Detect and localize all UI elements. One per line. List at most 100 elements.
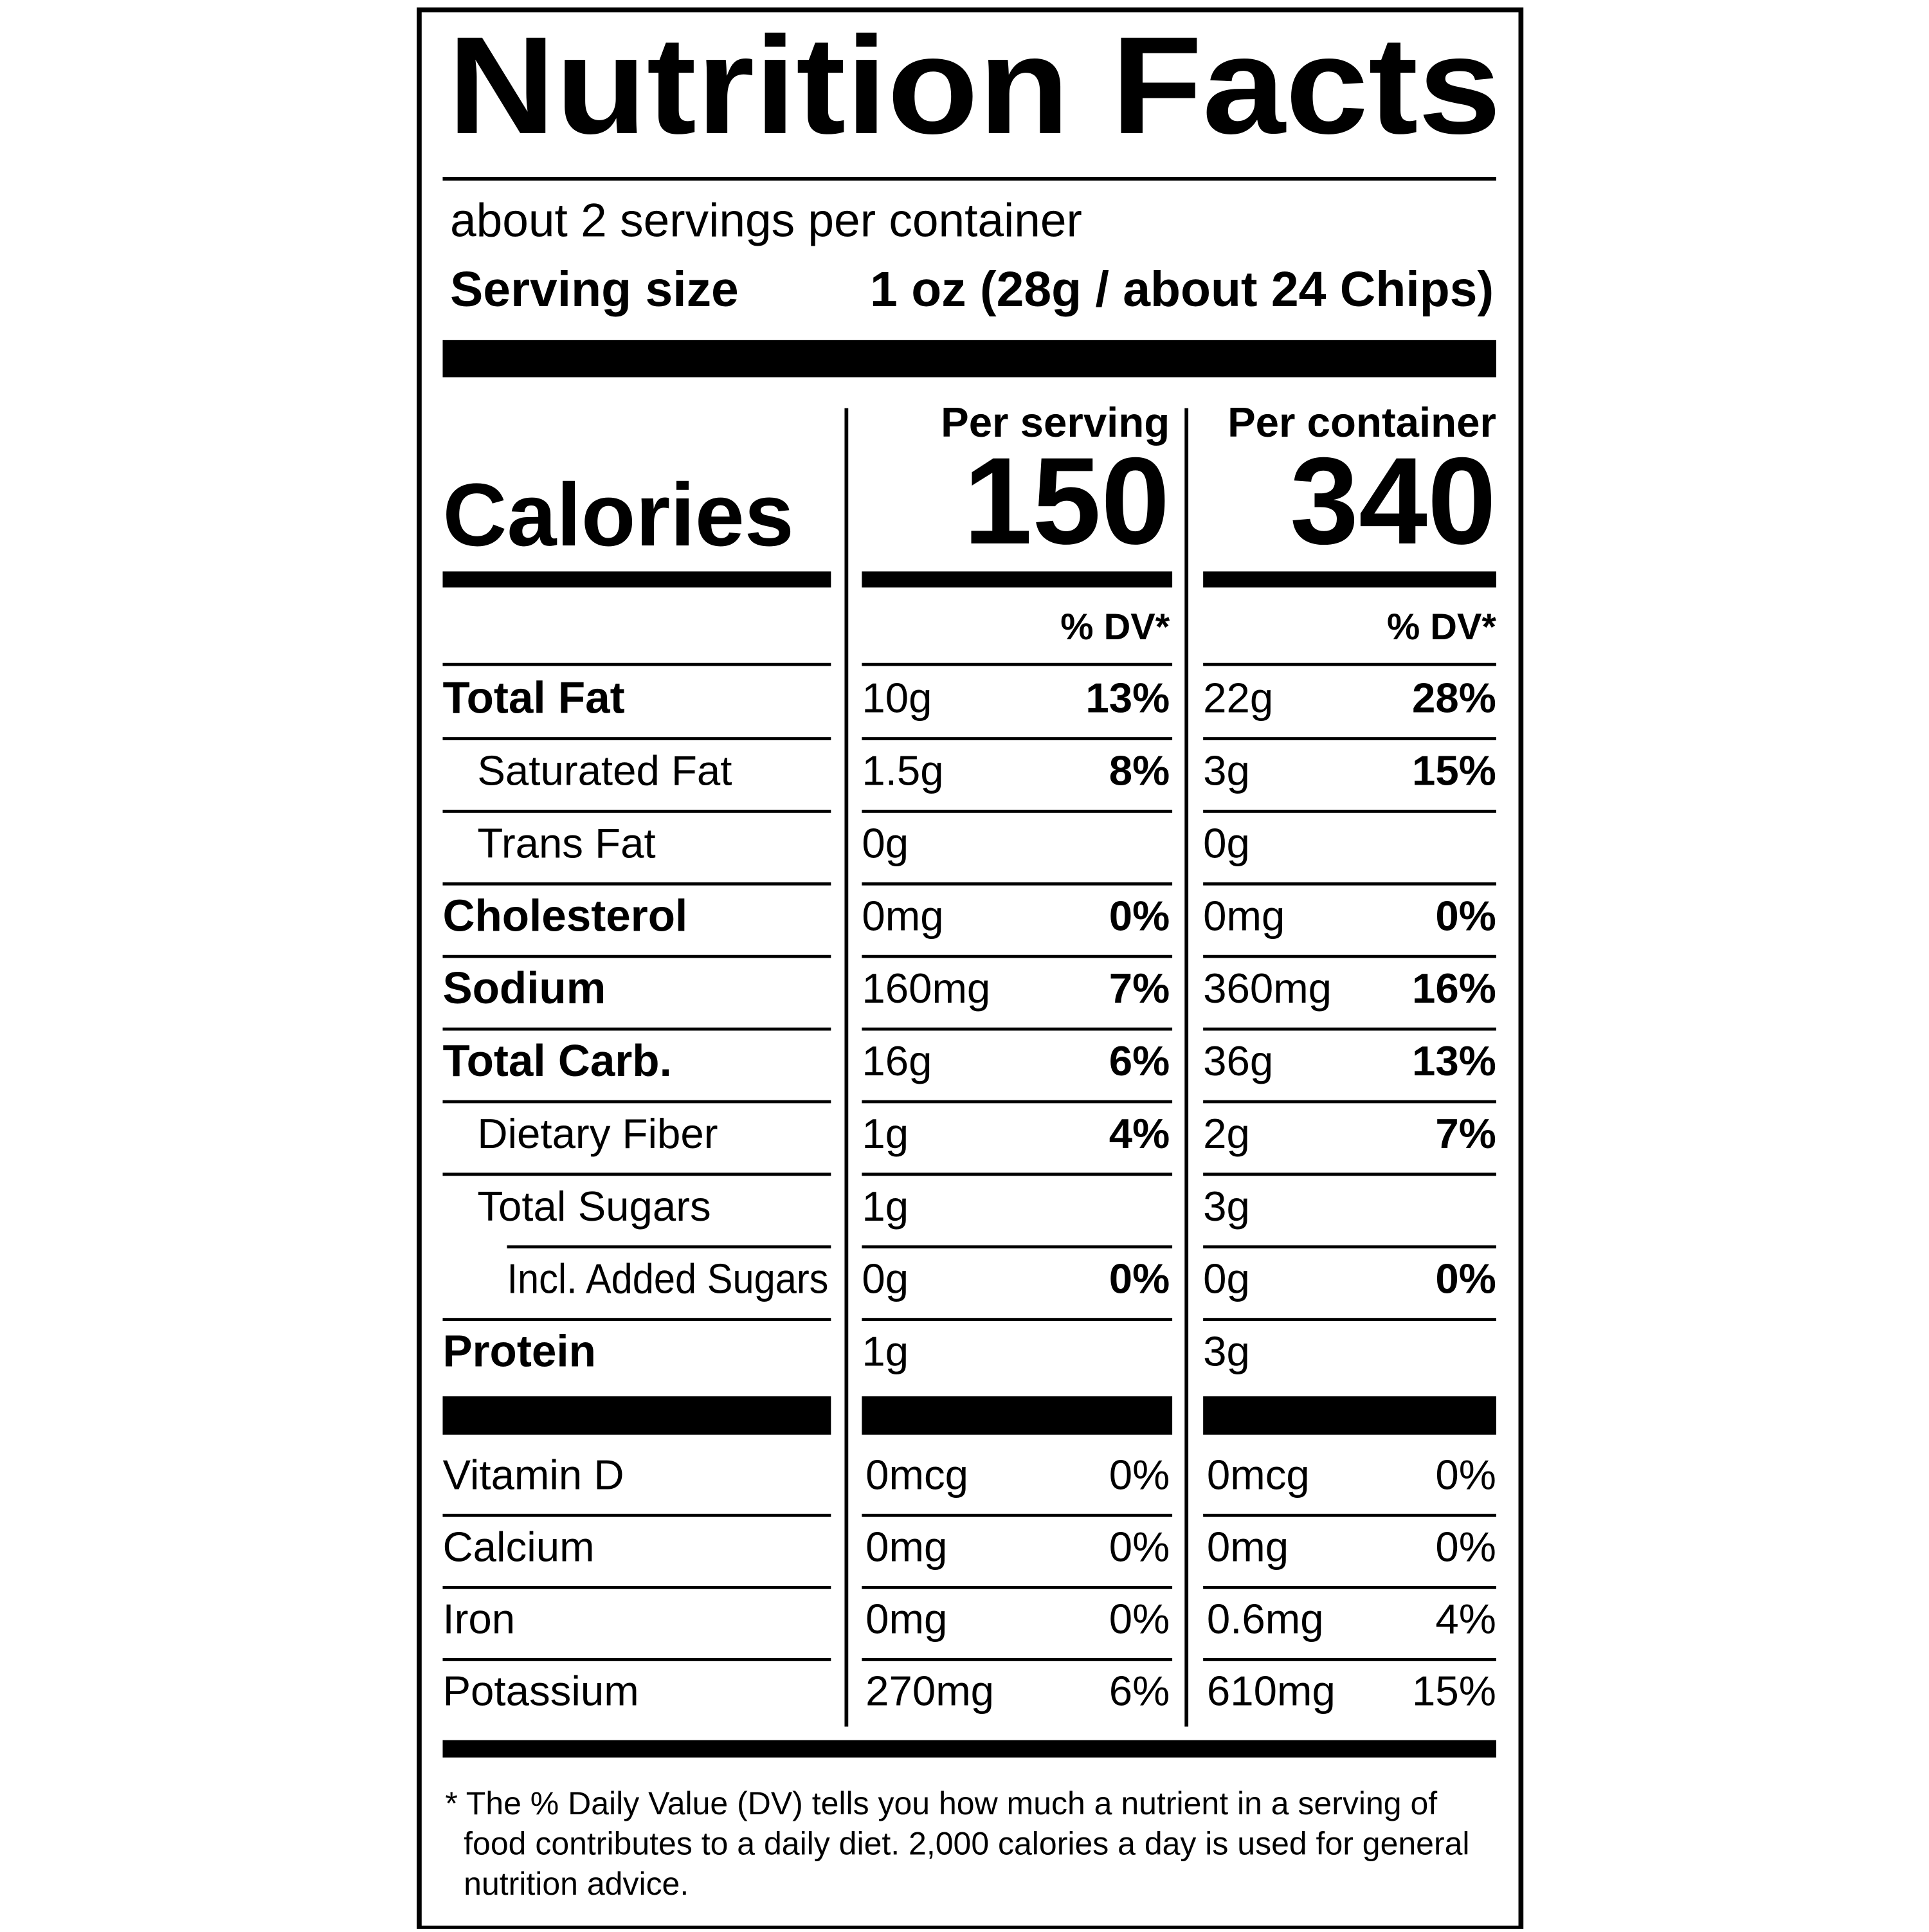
nutrient-name: Potassium <box>442 1668 638 1715</box>
calories-value: 150 <box>963 432 1170 570</box>
daily-value: 8% <box>1109 747 1170 794</box>
amount: 2g <box>1203 1110 1250 1157</box>
daily-value: 13% <box>1412 1037 1496 1084</box>
daily-value: 13% <box>1085 675 1170 722</box>
daily-value: 0% <box>1109 1523 1170 1570</box>
amount: 1g <box>862 1183 909 1230</box>
amount: 0g <box>862 819 909 866</box>
rule <box>862 810 1173 813</box>
rule <box>507 1245 831 1249</box>
thick-bar <box>442 340 1496 378</box>
daily-value: 0% <box>1435 1451 1496 1498</box>
calories-label: Calories <box>442 466 793 565</box>
column-header: Per container <box>1227 399 1496 446</box>
nutrient-name: Trans Fat <box>477 819 655 866</box>
daily-value: 6% <box>1109 1668 1170 1715</box>
rule <box>862 882 1173 886</box>
nutrient-name: Calcium <box>442 1523 594 1570</box>
rule <box>442 1027 831 1031</box>
bar <box>862 1396 1173 1435</box>
calories-value: 340 <box>1290 432 1496 570</box>
nutrient-name: Vitamin D <box>442 1451 624 1498</box>
amount: 0mg <box>865 1596 947 1643</box>
rule <box>442 176 1496 181</box>
serving-size-label: Serving size <box>450 262 739 317</box>
rule <box>862 954 1173 958</box>
dv-header: % DV* <box>1060 606 1170 648</box>
nutrient-name: Protein <box>442 1326 595 1376</box>
amount: 0mcg <box>1207 1451 1310 1498</box>
bar <box>1203 1396 1496 1435</box>
rule <box>442 882 831 886</box>
rule <box>862 662 1173 666</box>
nutrient-name: Dietary Fiber <box>477 1110 718 1157</box>
amount: 610mg <box>1207 1668 1336 1715</box>
serving-size-value: 1 oz (28g / about 24 Chips) <box>870 262 1494 317</box>
rule <box>1203 1100 1496 1104</box>
daily-value: 16% <box>1412 965 1496 1012</box>
amount: 1.5g <box>862 747 943 794</box>
rule <box>442 810 831 813</box>
daily-value: 28% <box>1412 675 1496 722</box>
amount: 3g <box>1203 1183 1250 1230</box>
nutrient-name: Saturated Fat <box>477 747 732 794</box>
rule <box>862 737 1173 740</box>
rule <box>1203 662 1496 666</box>
daily-value: 0% <box>1109 1255 1170 1302</box>
amount: 1g <box>862 1328 909 1375</box>
amount: 36g <box>1203 1037 1273 1084</box>
amount: 0mg <box>865 1523 947 1570</box>
bar <box>862 571 1173 588</box>
amount: 3g <box>1203 747 1250 794</box>
amount: 160mg <box>862 965 990 1012</box>
rule <box>862 1100 1173 1104</box>
daily-value: 0% <box>1435 892 1496 939</box>
daily-value: 0% <box>1109 892 1170 939</box>
daily-value: 0% <box>1435 1523 1496 1570</box>
daily-value: 6% <box>1109 1037 1170 1084</box>
rule <box>442 1513 831 1517</box>
daily-value: 4% <box>1109 1110 1170 1157</box>
column-divider <box>844 408 849 1727</box>
amount: 0g <box>862 1255 909 1302</box>
nutrient-name: Total Carb. <box>442 1035 671 1086</box>
rule <box>1203 737 1496 740</box>
amount: 10g <box>862 675 932 722</box>
bar <box>1203 571 1496 588</box>
column-header: Per serving <box>941 399 1170 446</box>
rule <box>442 1172 831 1176</box>
rule <box>442 1658 831 1661</box>
nutrient-name: Total Fat <box>442 673 624 723</box>
rule <box>442 954 831 958</box>
rule <box>1203 882 1496 886</box>
dv-header: % DV* <box>1387 606 1496 648</box>
nutrient-name: Incl. Added Sugars <box>507 1255 828 1302</box>
rule <box>1203 810 1496 813</box>
amount: 0mcg <box>865 1451 968 1498</box>
daily-value: 15% <box>1412 1668 1496 1715</box>
rule <box>1203 1172 1496 1176</box>
amount: 0mg <box>1207 1523 1289 1570</box>
amount: 3g <box>1203 1328 1250 1375</box>
daily-value: 4% <box>1435 1596 1496 1643</box>
rule <box>1203 1585 1496 1589</box>
amount: 0g <box>1203 819 1250 866</box>
rule <box>442 1318 831 1322</box>
servings: about 2 servings per container <box>450 194 1082 246</box>
amount: 360mg <box>1203 965 1332 1012</box>
footnote: * The % Daily Value (DV) tells you how m… <box>445 1785 1437 1821</box>
daily-value: 15% <box>1412 747 1496 794</box>
rule <box>862 1585 1173 1589</box>
bar <box>442 571 831 588</box>
rule <box>442 1100 831 1104</box>
amount: 0.6mg <box>1207 1596 1324 1643</box>
rule <box>1203 954 1496 958</box>
amount: 0mg <box>862 892 943 939</box>
amount: 22g <box>1203 675 1273 722</box>
amount: 16g <box>862 1037 932 1084</box>
rule <box>1203 1027 1496 1031</box>
footnote: nutrition advice. <box>464 1866 689 1902</box>
amount: 0mg <box>1203 892 1285 939</box>
